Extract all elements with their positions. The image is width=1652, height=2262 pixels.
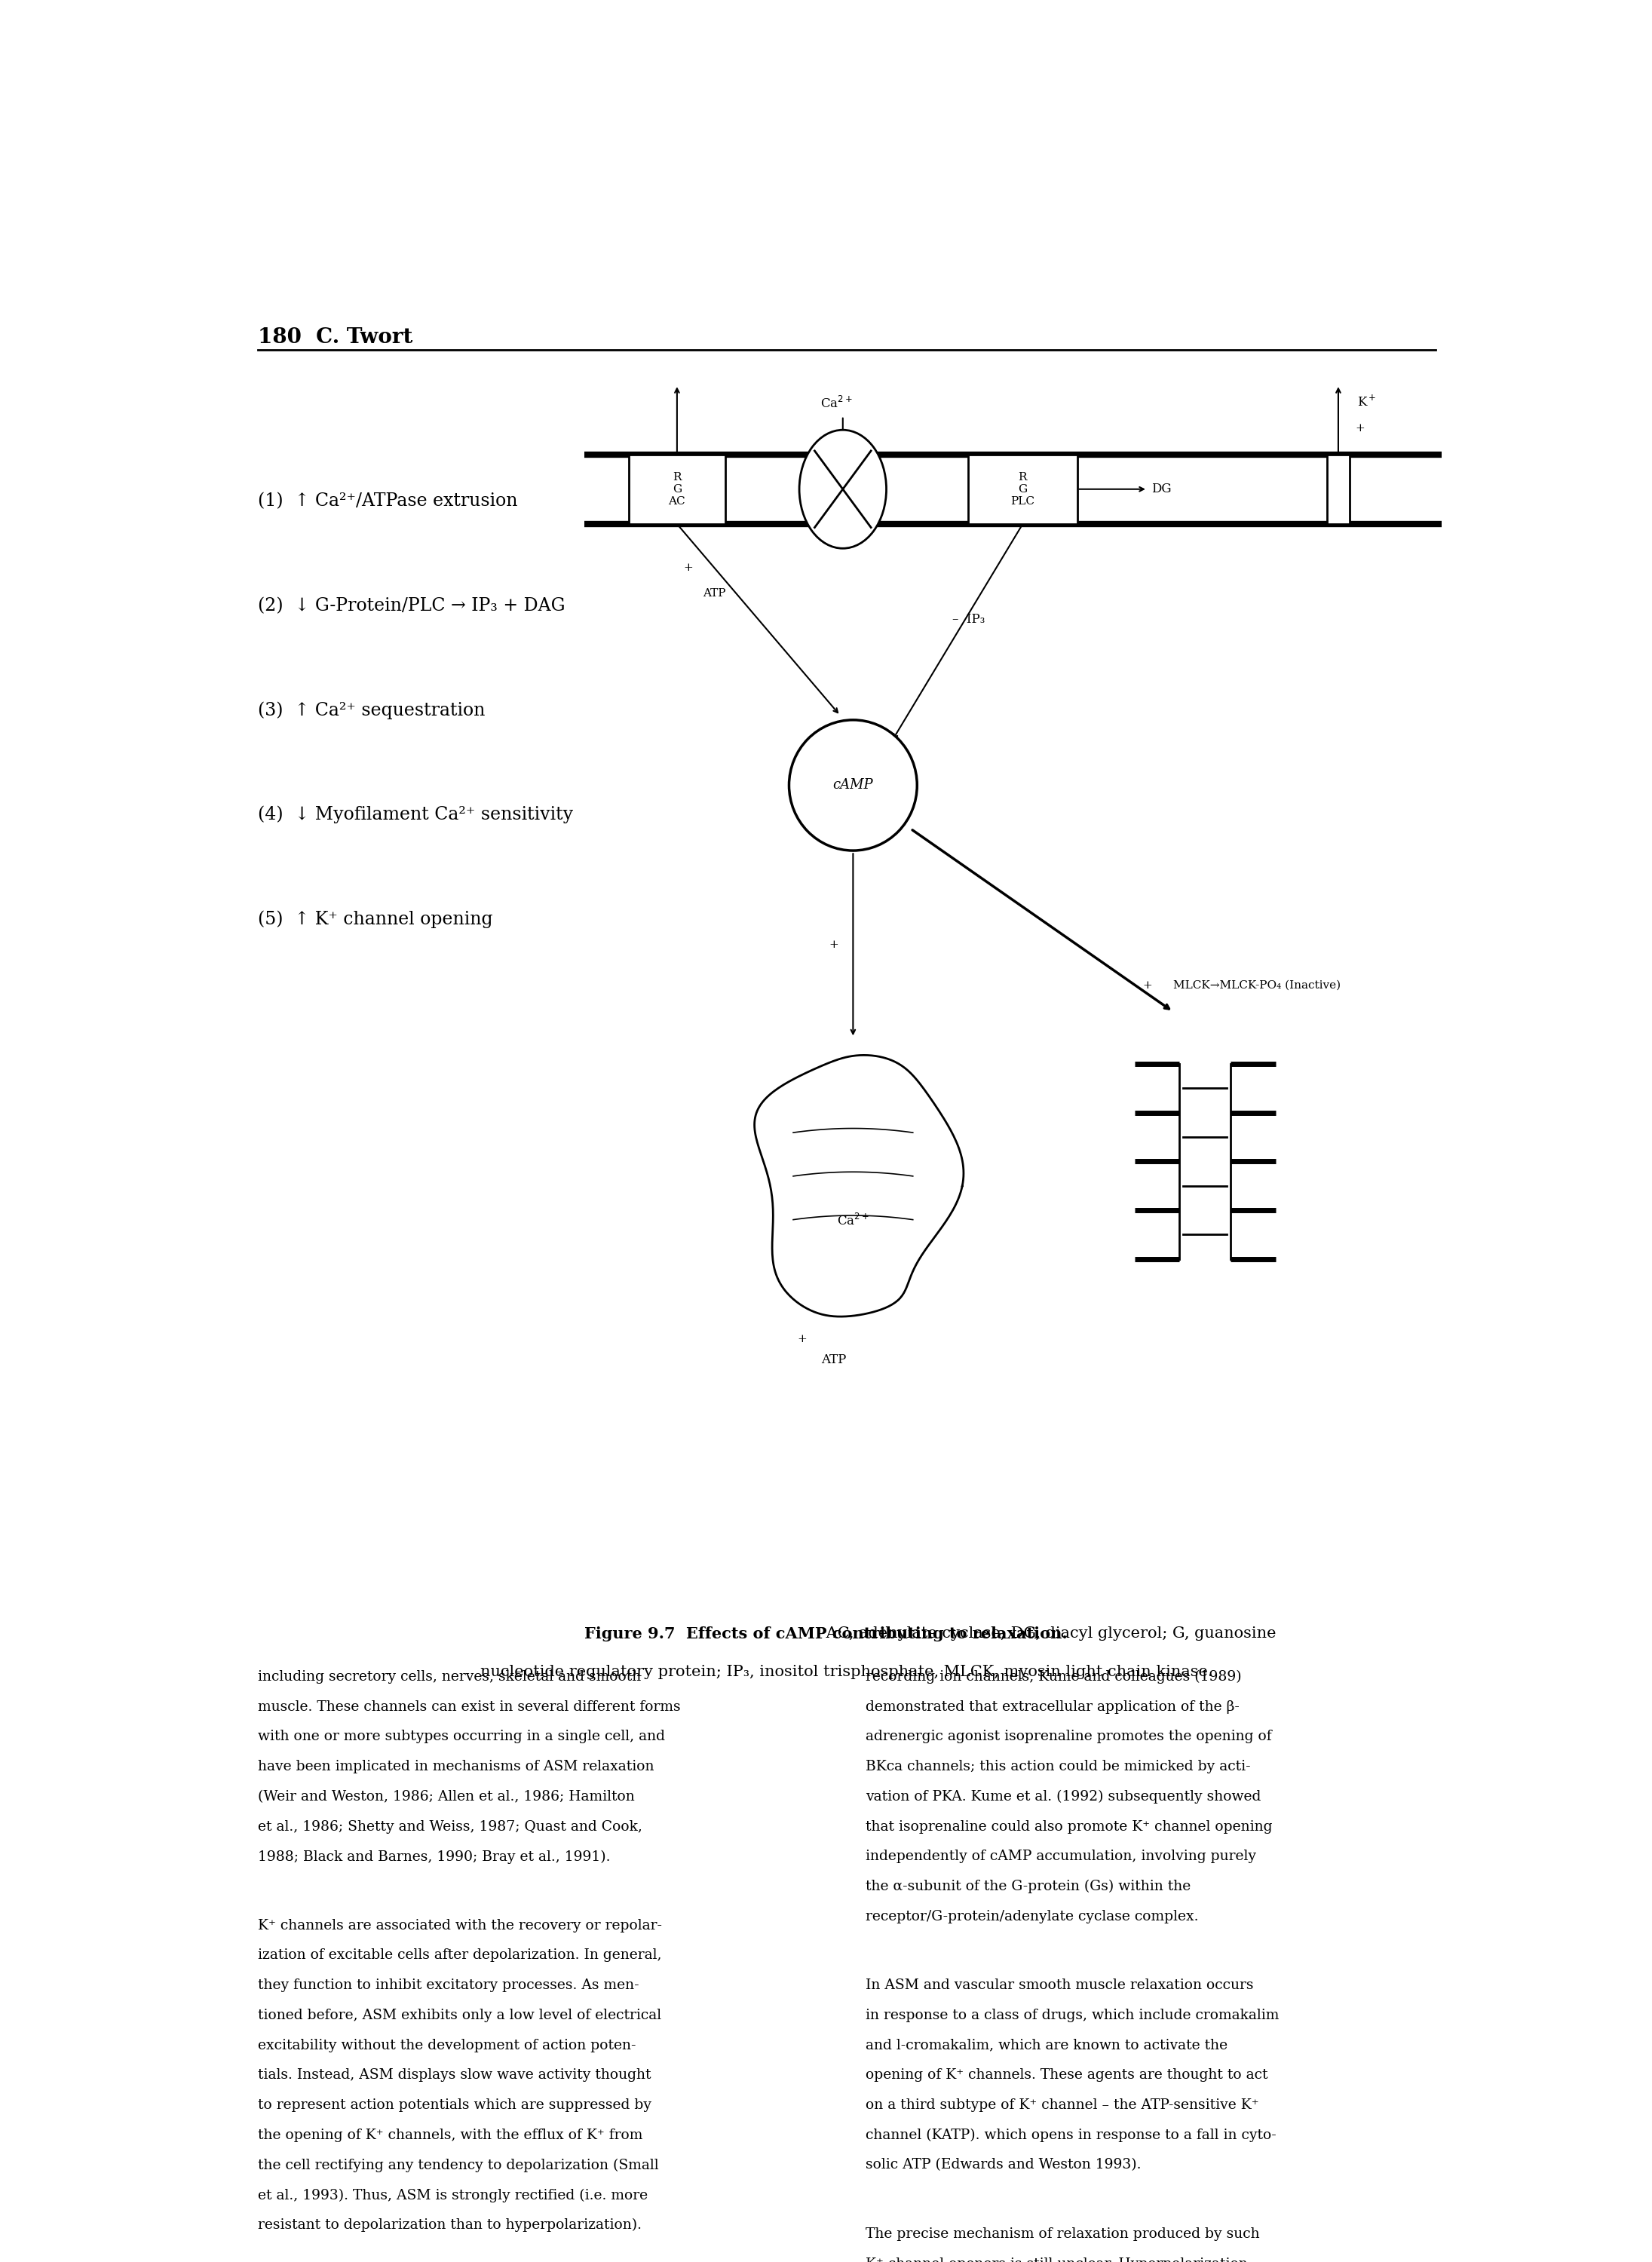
Text: ization of excitable cells after depolarization. In general,: ization of excitable cells after depolar… <box>258 1948 661 1961</box>
Text: in response to a class of drugs, which include cromakalim: in response to a class of drugs, which i… <box>866 2009 1279 2022</box>
Text: 180  C. Twort: 180 C. Twort <box>258 328 413 348</box>
Text: cAMP: cAMP <box>833 778 874 792</box>
Text: nucleotide regulatory protein; IP₃, inositol trisphosphate, MLCK, myosin light c: nucleotide regulatory protein; IP₃, inos… <box>481 1665 1213 1678</box>
Text: independently of cAMP accumulation, involving purely: independently of cAMP accumulation, invo… <box>866 1850 1257 1864</box>
Text: including secretory cells, nerves, skeletal and smooth: including secretory cells, nerves, skele… <box>258 1669 641 1683</box>
FancyBboxPatch shape <box>629 455 725 525</box>
Text: resistant to depolarization than to hyperpolarization).: resistant to depolarization than to hype… <box>258 2219 641 2233</box>
Ellipse shape <box>800 430 887 547</box>
Text: Ca$^{2+}$: Ca$^{2+}$ <box>819 396 852 412</box>
Text: The precise mechanism of relaxation produced by such: The precise mechanism of relaxation prod… <box>866 2228 1260 2242</box>
Text: (Weir and Weston, 1986; Allen et al., 1986; Hamilton: (Weir and Weston, 1986; Allen et al., 19… <box>258 1789 634 1803</box>
Text: R
G
PLC: R G PLC <box>1011 473 1034 507</box>
FancyBboxPatch shape <box>968 455 1077 525</box>
Text: DG: DG <box>1151 482 1171 495</box>
Text: the opening of K⁺ channels, with the efflux of K⁺ from: the opening of K⁺ channels, with the eff… <box>258 2129 643 2142</box>
Text: and l-cromakalim, which are known to activate the: and l-cromakalim, which are known to act… <box>866 2038 1227 2052</box>
Text: (1)  ↑ Ca²⁺/ATPase extrusion: (1) ↑ Ca²⁺/ATPase extrusion <box>258 493 517 509</box>
Text: et al., 1986; Shetty and Weiss, 1987; Quast and Cook,: et al., 1986; Shetty and Weiss, 1987; Qu… <box>258 1821 643 1834</box>
Text: +: + <box>829 939 839 950</box>
Text: ATP: ATP <box>821 1353 846 1366</box>
Text: solic ATP (Edwards and Weston 1993).: solic ATP (Edwards and Weston 1993). <box>866 2158 1142 2172</box>
Text: 1988; Black and Barnes, 1990; Bray et al., 1991).: 1988; Black and Barnes, 1990; Bray et al… <box>258 1850 610 1864</box>
Text: +: + <box>684 563 694 572</box>
Text: (5)  ↑ K⁺ channel opening: (5) ↑ K⁺ channel opening <box>258 912 492 927</box>
Text: demonstrated that extracellular application of the β-: demonstrated that extracellular applicat… <box>866 1701 1239 1715</box>
Text: K⁺ channels are associated with the recovery or repolar-: K⁺ channels are associated with the reco… <box>258 1918 662 1932</box>
Text: (2)  ↓ G-Protein/PLC → IP₃ + DAG: (2) ↓ G-Protein/PLC → IP₃ + DAG <box>258 597 565 615</box>
Text: K$^+$: K$^+$ <box>1358 396 1376 409</box>
Text: the α-subunit of the G-protein (Gs) within the: the α-subunit of the G-protein (Gs) with… <box>866 1880 1191 1893</box>
Text: AC, adenylate cyclase; DG, diacyl glycerol; G, guanosine: AC, adenylate cyclase; DG, diacyl glycer… <box>821 1626 1275 1640</box>
Text: +: + <box>1143 979 1153 991</box>
Text: K⁺ channel openers is still unclear. Hyperpolarization: K⁺ channel openers is still unclear. Hyp… <box>866 2257 1247 2262</box>
Text: have been implicated in mechanisms of ASM relaxation: have been implicated in mechanisms of AS… <box>258 1760 654 1773</box>
Text: tials. Instead, ASM displays slow wave activity thought: tials. Instead, ASM displays slow wave a… <box>258 2067 651 2081</box>
Text: BKca channels; this action could be mimicked by acti-: BKca channels; this action could be mimi… <box>866 1760 1251 1773</box>
Text: that isoprenaline could also promote K⁺ channel opening: that isoprenaline could also promote K⁺ … <box>866 1821 1272 1834</box>
Ellipse shape <box>790 719 917 851</box>
Text: +: + <box>796 1335 806 1344</box>
Text: (4)  ↓ Myofilament Ca²⁺ sensitivity: (4) ↓ Myofilament Ca²⁺ sensitivity <box>258 805 573 823</box>
FancyBboxPatch shape <box>1327 455 1350 525</box>
Text: et al., 1993). Thus, ASM is strongly rectified (i.e. more: et al., 1993). Thus, ASM is strongly rec… <box>258 2187 648 2203</box>
Text: they function to inhibit excitatory processes. As men-: they function to inhibit excitatory proc… <box>258 1979 639 1993</box>
Text: excitability without the development of action poten-: excitability without the development of … <box>258 2038 636 2052</box>
Text: tioned before, ASM exhibits only a low level of electrical: tioned before, ASM exhibits only a low l… <box>258 2009 661 2022</box>
Text: In ASM and vascular smooth muscle relaxation occurs: In ASM and vascular smooth muscle relaxa… <box>866 1979 1254 1993</box>
Text: muscle. These channels can exist in several different forms: muscle. These channels can exist in seve… <box>258 1701 681 1715</box>
Text: ATP: ATP <box>702 588 725 599</box>
Text: on a third subtype of K⁺ channel – the ATP-sensitive K⁺: on a third subtype of K⁺ channel – the A… <box>866 2099 1259 2113</box>
Text: to represent action potentials which are suppressed by: to represent action potentials which are… <box>258 2099 651 2113</box>
Text: Ca$^{2+}$: Ca$^{2+}$ <box>838 1212 869 1228</box>
Text: vation of PKA. Kume et al. (1992) subsequently showed: vation of PKA. Kume et al. (1992) subseq… <box>866 1789 1260 1803</box>
Text: channel (KATP). which opens in response to a fall in cyto-: channel (KATP). which opens in response … <box>866 2129 1277 2142</box>
Text: +: + <box>1355 423 1365 434</box>
Text: receptor/G-protein/adenylate cyclase complex.: receptor/G-protein/adenylate cyclase com… <box>866 1909 1199 1923</box>
Text: adrenergic agonist isoprenaline promotes the opening of: adrenergic agonist isoprenaline promotes… <box>866 1730 1272 1744</box>
Text: (3)  ↑ Ca²⁺ sequestration: (3) ↑ Ca²⁺ sequestration <box>258 701 486 719</box>
Text: R
G
AC: R G AC <box>669 473 686 507</box>
Text: Figure 9.7  Effects of cAMP contributing to relaxation.: Figure 9.7 Effects of cAMP contributing … <box>585 1626 1067 1642</box>
Text: the cell rectifying any tendency to depolarization (Small: the cell rectifying any tendency to depo… <box>258 2158 659 2172</box>
Text: MLCK→MLCK-PO₄ (Inactive): MLCK→MLCK-PO₄ (Inactive) <box>1173 979 1341 991</box>
Text: recording ion channels, Kume and colleagues (1989): recording ion channels, Kume and colleag… <box>866 1669 1242 1683</box>
Text: –  IP₃: – IP₃ <box>952 613 985 627</box>
Text: with one or more subtypes occurring in a single cell, and: with one or more subtypes occurring in a… <box>258 1730 664 1744</box>
Text: opening of K⁺ channels. These agents are thought to act: opening of K⁺ channels. These agents are… <box>866 2067 1269 2081</box>
